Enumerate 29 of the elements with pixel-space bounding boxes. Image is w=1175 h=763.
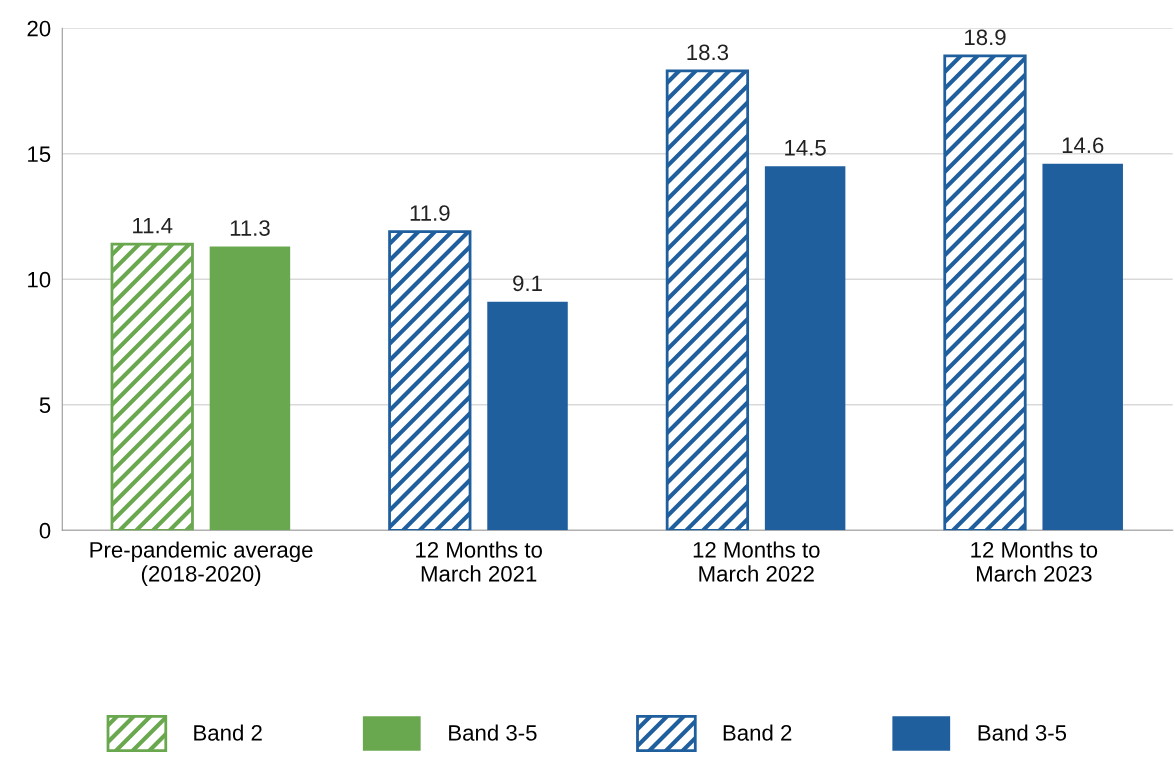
y-tick-label: 5 bbox=[39, 397, 51, 414]
bar bbox=[209, 246, 291, 531]
bar bbox=[665, 69, 750, 531]
data-label: 18.9 bbox=[965, 29, 1006, 46]
x-tick-label: 12 Months to March 2022 bbox=[693, 541, 820, 582]
legend-label: Band 2 bbox=[194, 724, 262, 741]
bar bbox=[110, 242, 194, 531]
data-label: 9.1 bbox=[513, 275, 542, 292]
legend-label: Band 3-5 bbox=[449, 724, 537, 741]
bar bbox=[487, 301, 568, 531]
y-tick-label: 20 bbox=[27, 20, 51, 37]
data-label: 11.4 bbox=[133, 217, 173, 234]
bar bbox=[1042, 163, 1123, 531]
data-label: 11.9 bbox=[410, 205, 450, 221]
y-tick-label: 0 bbox=[39, 522, 51, 539]
bar bbox=[764, 166, 846, 531]
x-tick-label: 12 Months to March 2021 bbox=[416, 541, 542, 582]
bar bbox=[943, 54, 1027, 531]
legend-label: Band 3-5 bbox=[978, 724, 1067, 741]
y-tick-label: 15 bbox=[28, 146, 51, 163]
y-tick-label: 10 bbox=[28, 271, 51, 288]
x-tick-label: Pre-pandemic average (2018-2020) bbox=[90, 541, 313, 587]
x-tick-label: 12 Months to March 2023 bbox=[971, 541, 1098, 582]
data-label: 18.3 bbox=[687, 44, 729, 61]
data-label: 14.5 bbox=[785, 140, 826, 156]
bar bbox=[388, 230, 472, 531]
data-label: 11.3 bbox=[230, 220, 270, 236]
legend-label: Band 2 bbox=[723, 724, 792, 741]
data-label: 14.6 bbox=[1062, 137, 1104, 154]
